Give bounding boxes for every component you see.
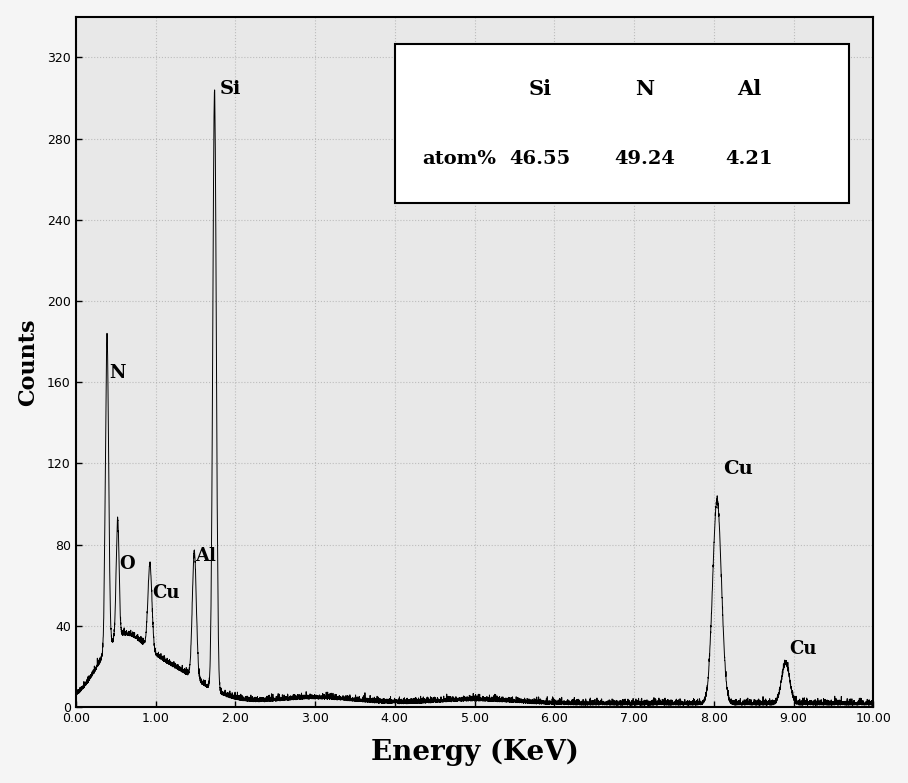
Text: Si: Si [528, 79, 552, 99]
Text: Cu: Cu [153, 583, 180, 601]
FancyBboxPatch shape [395, 45, 850, 203]
Text: 46.55: 46.55 [509, 150, 571, 168]
Text: 4.21: 4.21 [725, 150, 774, 168]
Text: 49.24: 49.24 [615, 150, 676, 168]
X-axis label: Energy (KeV): Energy (KeV) [370, 739, 578, 767]
Text: N: N [636, 79, 655, 99]
Text: Al: Al [737, 79, 762, 99]
Text: Cu: Cu [790, 640, 817, 659]
Text: Si: Si [220, 80, 241, 98]
Text: Al: Al [195, 547, 216, 565]
Y-axis label: Counts: Counts [16, 318, 39, 406]
Text: Cu: Cu [724, 460, 753, 478]
Text: N: N [109, 364, 125, 382]
Text: atom%: atom% [422, 150, 496, 168]
Text: O: O [119, 555, 134, 573]
